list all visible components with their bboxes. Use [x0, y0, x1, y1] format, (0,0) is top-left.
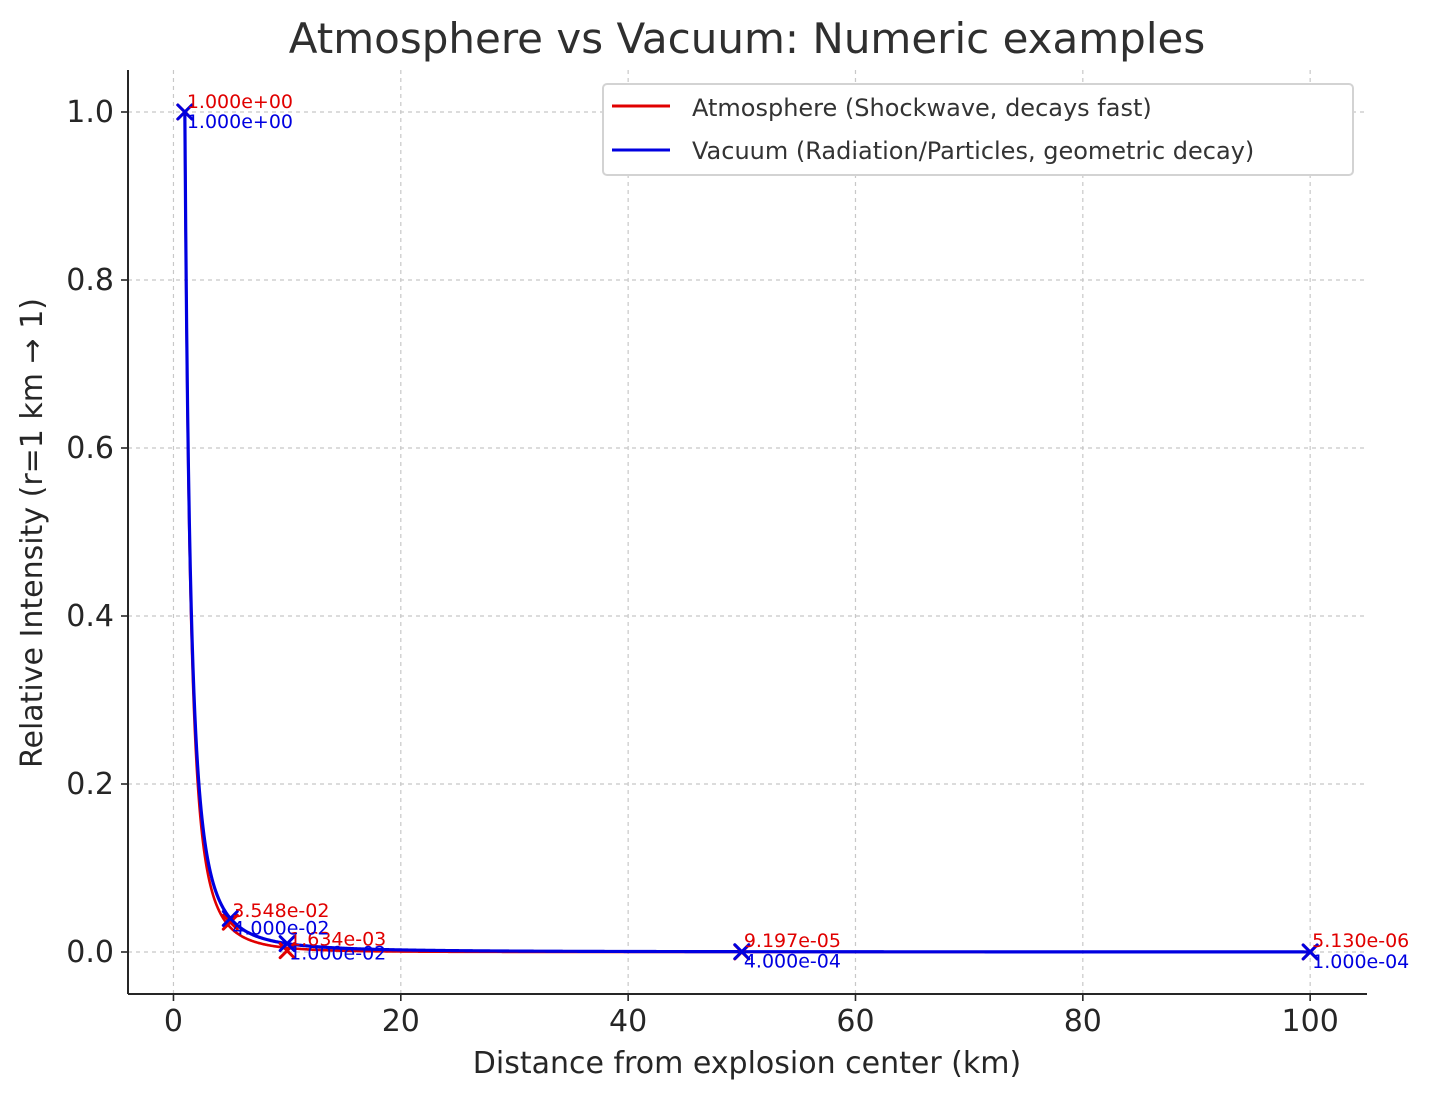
- chart-legend: Atmosphere (Shockwave, decays fast) Vacu…: [602, 83, 1354, 176]
- vacuum-point-marker: [733, 943, 751, 961]
- x-axis-label: Distance from explosion center (km): [473, 1046, 1021, 1081]
- atmosphere-point-label: 9.197e-05: [744, 930, 841, 952]
- vacuum-point-label: 1.000e-02: [289, 943, 386, 965]
- ticks-layer: 0 20 40 60 80 100 0.0 0.2 0.4 0.6 0.8 1.0: [66, 95, 1339, 1039]
- y-axis-label: Relative Intensity (r=1 km → 1): [15, 298, 50, 768]
- y-tick-label: 0.4: [66, 599, 114, 634]
- atmosphere-point-marker: [221, 913, 239, 931]
- legend-frame: [602, 83, 1354, 176]
- vacuum-point-label: 1.000e-04: [1312, 951, 1409, 973]
- vacuum-series-line: [183, 110, 1312, 954]
- atmosphere-point-label: 3.548e-02: [232, 900, 329, 922]
- atmosphere-point-label: 5.130e-06: [1312, 930, 1409, 952]
- y-tick-label: 0.0: [66, 935, 114, 970]
- legend-atmosphere-label: Atmosphere (Shockwave, decays fast): [692, 94, 1152, 122]
- series-layer: [183, 110, 1312, 954]
- vacuum-point-label: 4.000e-02: [232, 917, 329, 939]
- axes-layer: [127, 70, 1367, 995]
- atmosphere-point-label: 1.634e-03: [289, 929, 386, 951]
- y-tick-label: 0.6: [66, 431, 114, 466]
- atmosphere-point-label: 1.000e+00: [187, 91, 293, 113]
- x-tick-label: 0: [164, 1004, 183, 1039]
- grid-layer: [128, 70, 1367, 994]
- vacuum-point-label: 4.000e-04: [744, 951, 841, 973]
- x-tick-label: 60: [836, 1004, 874, 1039]
- y-tick-label: 0.8: [66, 263, 114, 298]
- x-tick-label: 40: [609, 1004, 647, 1039]
- vacuum-point-marker: [278, 935, 296, 953]
- vacuum-point-marker: [176, 103, 194, 121]
- y-tick-label: 1.0: [66, 95, 114, 130]
- labels-layer: 1.000e+00 3.548e-02 1.634e-03 9.197e-05 5.13…: [187, 91, 1409, 973]
- markers-layer: [176, 103, 1319, 961]
- atmosphere-point-marker: [278, 942, 296, 960]
- x-tick-label: 80: [1064, 1004, 1102, 1039]
- vacuum-point-marker: [221, 909, 239, 927]
- x-tick-label: 20: [382, 1004, 420, 1039]
- vacuum-point-marker: [1301, 943, 1319, 961]
- chart-title: Atmosphere vs Vacuum: Numeric examples: [289, 14, 1205, 63]
- vacuum-point-label: 1.000e+00: [187, 111, 293, 133]
- y-tick-label: 0.2: [66, 767, 114, 802]
- legend-vacuum-label: Vacuum (Radiation/Particles, geometric d…: [692, 137, 1254, 165]
- x-tick-label: 100: [1282, 1004, 1339, 1039]
